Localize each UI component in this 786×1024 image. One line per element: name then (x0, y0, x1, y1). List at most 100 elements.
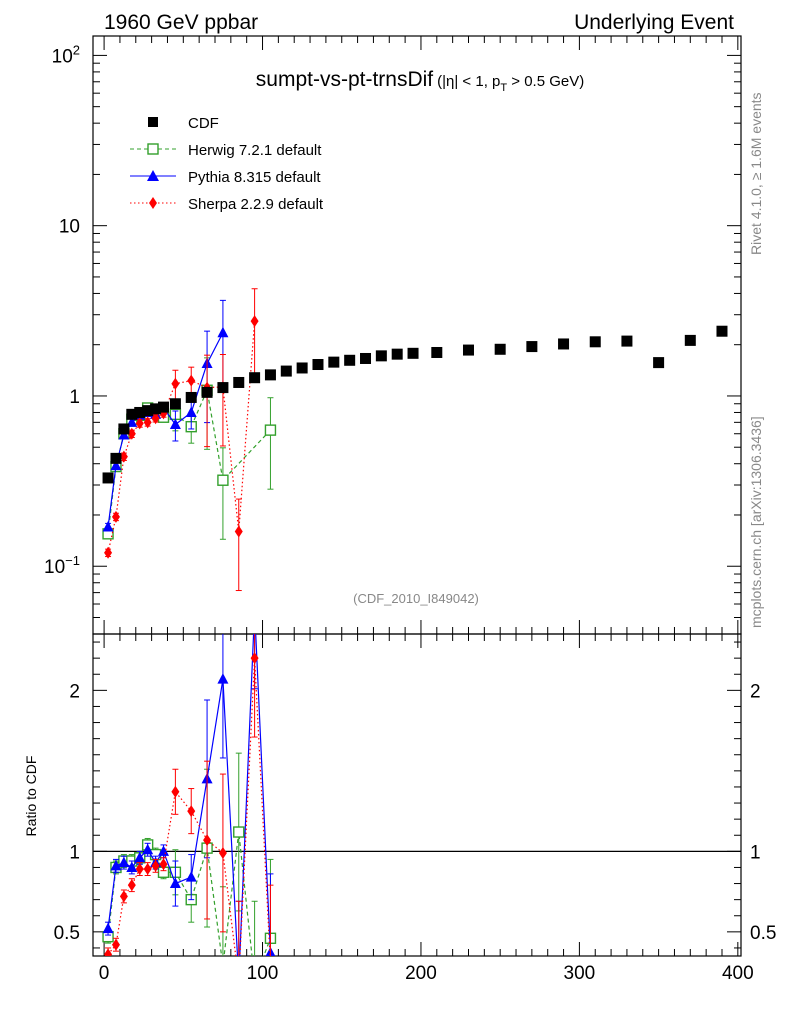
point-cdf (312, 359, 324, 371)
header-left: 1960 GeV ppbar (104, 11, 258, 34)
point-cdf (142, 405, 154, 417)
ratio-y-tick-label: 0.5 (54, 923, 80, 944)
ratio-y-tick-label-right: 2 (750, 681, 761, 702)
x-tick-label: 0 (99, 963, 110, 984)
mcplots-label: mcplots.cern.ch [arXiv:1306.3436] (748, 416, 764, 628)
ratio-point-herwig (218, 961, 228, 971)
ratio-y-tick-label-right: 0.5 (750, 923, 776, 944)
ratio-point-sherpa (143, 863, 152, 876)
rivet-label: Rivet 4.1.0, ≥ 1.6M events (748, 92, 764, 255)
ratio-point-pythia (118, 856, 130, 868)
ratio-line-pythia (107, 634, 272, 956)
ratio-point-pythia (217, 673, 229, 684)
ratio-y-tick-label: 2 (69, 681, 80, 702)
point-sherpa (104, 546, 113, 559)
ratio-point-sherpa (151, 859, 160, 872)
analysis-watermark: (CDF_2010_I849042) (353, 591, 479, 606)
point-cdf (217, 382, 229, 394)
point-cdf (296, 362, 308, 374)
x-tick-label: 200 (405, 963, 437, 984)
series-line-sherpa (107, 321, 256, 553)
ratio-series-sherpa (104, 634, 274, 956)
point-cdf (264, 369, 276, 381)
point-cdf (185, 391, 197, 403)
point-cdf (169, 398, 181, 410)
point-pythia (217, 326, 229, 338)
point-cdf (653, 357, 665, 369)
series-herwig (102, 357, 277, 540)
axes-layer: 0 100 200 300 400 102 10 1 10−1 0.5 0.5 1 1 2 2 (44, 36, 776, 984)
point-cdf (462, 344, 474, 356)
point-cdf (118, 423, 130, 435)
legend-marker-cdf (148, 117, 158, 127)
legend: CDF Herwig 7.2.1 default Pythia 8.315 de… (130, 115, 324, 213)
ratio-point-sherpa (159, 858, 168, 871)
point-sherpa (187, 374, 196, 387)
point-herwig (217, 474, 229, 486)
point-cdf (102, 472, 114, 484)
y-tick-label: 10 (59, 217, 80, 238)
ratio-point-sherpa (203, 834, 212, 847)
point-cdf (375, 350, 387, 362)
ratio-point-sherpa (111, 938, 120, 951)
point-cdf (494, 343, 506, 355)
point-cdf (360, 352, 372, 364)
legend-label-sherpa: Sherpa 2.2.9 default (188, 196, 324, 213)
legend-entry-sherpa: Sherpa 2.2.9 default (130, 196, 324, 213)
ratio-panel-data (102, 634, 277, 985)
point-sherpa (135, 417, 144, 430)
x-tick-label: 300 (564, 963, 596, 984)
legend-marker-pythia (147, 170, 159, 181)
ratio-ylabel: Ratio to CDF (23, 756, 39, 837)
main-panel-data (102, 288, 728, 592)
point-cdf (134, 406, 146, 418)
point-cdf (558, 338, 570, 350)
point-sherpa (234, 525, 243, 538)
data-layer (102, 288, 728, 985)
point-cdf (158, 401, 170, 413)
point-sherpa (250, 315, 259, 328)
point-cdf (201, 386, 213, 398)
y-tick-label: 10−1 (44, 553, 80, 578)
ratio-point-sherpa (104, 948, 113, 956)
legend-label-herwig: Herwig 7.2.1 default (188, 142, 322, 159)
point-cdf (233, 376, 245, 388)
ratio-point-pythia (126, 861, 138, 872)
point-cdf (684, 334, 696, 346)
point-pythia (102, 520, 114, 532)
x-tick-label: 100 (247, 963, 279, 984)
ratio-point-herwig (233, 826, 245, 838)
y-tick-label: 1 (69, 387, 80, 408)
point-cdf (407, 347, 419, 359)
point-cdf (280, 365, 292, 377)
point-cdf (526, 341, 538, 353)
legend-entry-pythia: Pythia 8.315 default (130, 169, 321, 186)
ratio-point-pythia (233, 974, 244, 985)
legend-entry-cdf: CDF (148, 115, 219, 132)
point-herwig (264, 424, 277, 436)
ratio-point-pythia (185, 871, 197, 882)
ratio-point-sherpa (119, 890, 128, 903)
point-cdf (344, 354, 356, 366)
point-sherpa (143, 416, 152, 429)
legend-label-cdf: CDF (188, 115, 219, 132)
ratio-point-pythia (134, 851, 146, 863)
ratio-point-sherpa (218, 846, 227, 859)
point-cdf (328, 356, 340, 368)
point-cdf (621, 335, 633, 347)
series-cdf (102, 325, 728, 484)
ratio-point-pythia (142, 843, 154, 855)
series-sherpa (104, 288, 259, 592)
ratio-y-tick-label: 1 (69, 842, 80, 863)
point-sherpa (151, 412, 160, 425)
ratio-point-sherpa (127, 879, 136, 892)
ratio-point-sherpa (187, 805, 196, 818)
ratio-point-sherpa (250, 652, 259, 665)
point-sherpa (119, 450, 128, 463)
ratio-point-sherpa (171, 785, 180, 798)
point-cdf (110, 452, 122, 464)
legend-entry-herwig: Herwig 7.2.1 default (130, 142, 322, 159)
point-pythia (169, 418, 181, 429)
ratio-y-tick-label-right: 1 (750, 842, 761, 863)
